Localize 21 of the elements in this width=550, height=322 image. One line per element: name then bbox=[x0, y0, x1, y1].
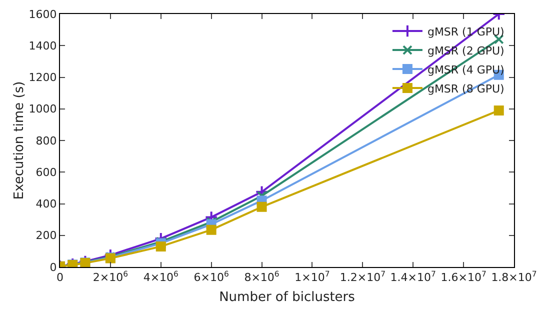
x-tick-label: 6×10$^{6}$ bbox=[194, 270, 229, 284]
legend-label: gMSR (1 GPU) bbox=[427, 25, 504, 38]
x-tick-label: 1.2×10$^{7}$ bbox=[340, 270, 386, 284]
x-axis-title: Number of biclusters bbox=[219, 290, 356, 305]
x-tick-label: 2×10$^{6}$ bbox=[92, 270, 128, 284]
y-tick-label: 0 bbox=[50, 260, 57, 274]
x-tick-label: 1.8×10$^{7}$ bbox=[491, 270, 537, 284]
y-axis-title: Execution time (s) bbox=[12, 81, 27, 200]
x-tick-label: 8×10$^{6}$ bbox=[244, 270, 280, 284]
y-tick-label: 200 bbox=[36, 229, 57, 242]
y-tick-label: 1000 bbox=[28, 102, 57, 116]
x-tick-label: 1.6×10$^{7}$ bbox=[440, 270, 486, 284]
y-tick-label: 1400 bbox=[28, 39, 57, 52]
y-tick-label: 1600 bbox=[28, 8, 57, 21]
x-tick-label: 1.4×10$^{7}$ bbox=[390, 270, 436, 284]
y-tick-label: 1200 bbox=[28, 71, 57, 84]
y-tick-label: 800 bbox=[36, 134, 57, 148]
y-tick-label: 400 bbox=[36, 198, 57, 211]
x-tick-label: 4×10$^{6}$ bbox=[143, 270, 179, 284]
x-tick-label: 1×10$^{7}$ bbox=[294, 270, 330, 284]
y-tick-label: 600 bbox=[36, 166, 57, 179]
